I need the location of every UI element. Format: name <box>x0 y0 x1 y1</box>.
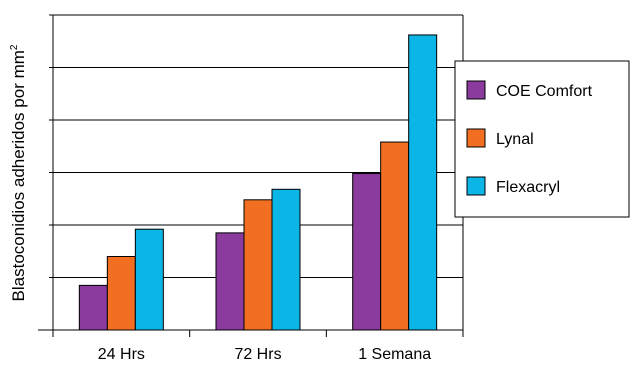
y-axis-title: Blastoconidios adheridos por mm2 <box>9 44 28 301</box>
bar-1-semana-flexacryl <box>408 34 438 331</box>
bar-72-hrs-flexacryl <box>271 188 301 331</box>
y-axis-title-text: Blastoconidios adheridos por mm <box>9 50 28 301</box>
bar-24-hrs-lynal <box>106 256 136 331</box>
legend: COE Comfort Lynal Flexacryl <box>454 60 630 218</box>
x-tick-label-0: 24 Hrs <box>98 346 145 363</box>
x-tick-labels: 24 Hrs 72 Hrs 1 Semana <box>98 346 431 363</box>
bar-24-hrs-coe-comfort <box>78 284 108 331</box>
legend-label-1: Lynal <box>496 131 534 148</box>
bar-1-semana-coe-comfort <box>352 173 382 331</box>
x-tick-label-2: 1 Semana <box>358 346 431 363</box>
x-tick-label-1: 72 Hrs <box>234 346 281 363</box>
bar-72-hrs-coe-comfort <box>215 232 245 331</box>
y-axis-title-superscript: 2 <box>9 44 20 50</box>
legend-swatch-0 <box>466 80 486 100</box>
bar-72-hrs-lynal <box>243 199 273 331</box>
axes <box>38 14 464 337</box>
bars <box>78 34 438 331</box>
legend-label-2: Flexacryl <box>496 179 560 196</box>
legend-swatch-1 <box>466 128 486 148</box>
legend-label-0: COE Comfort <box>496 83 593 100</box>
legend-swatch-2 <box>466 176 486 196</box>
bar-1-semana-lynal <box>380 141 410 331</box>
bar-24-hrs-flexacryl <box>134 228 164 331</box>
